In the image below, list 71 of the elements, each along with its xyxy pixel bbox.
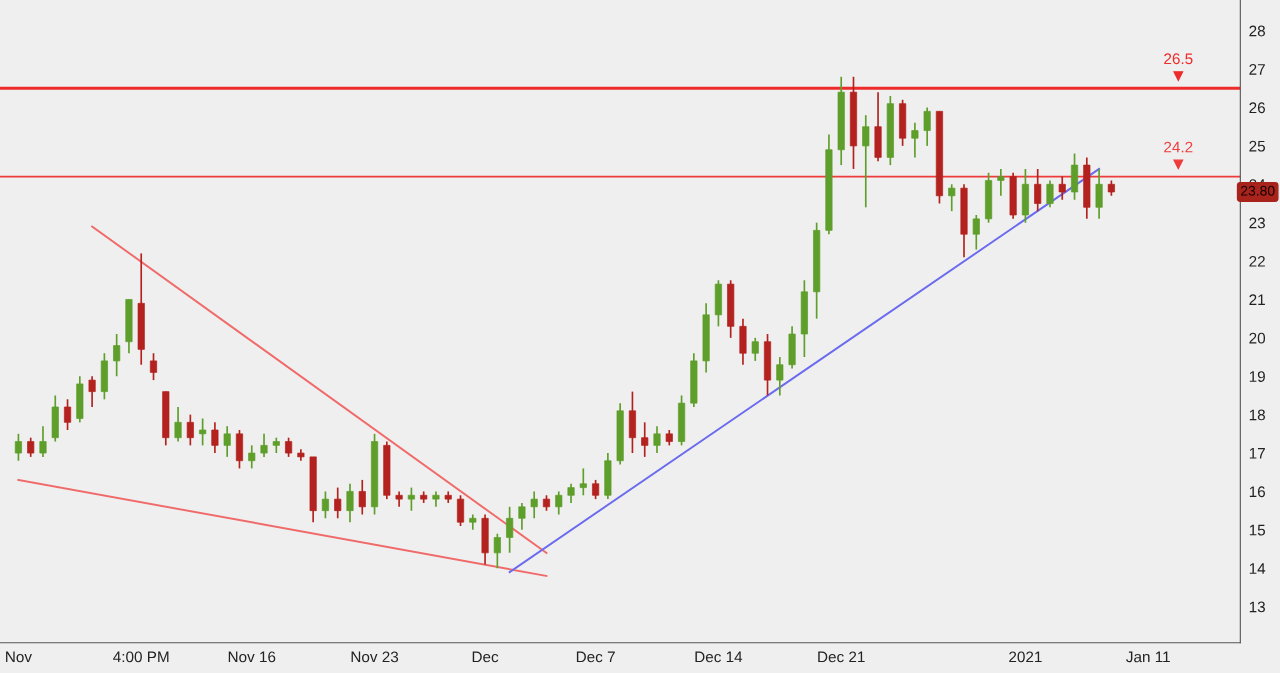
candlestick (64, 398, 72, 431)
candlestick (997, 168, 1005, 197)
candlestick (285, 436, 293, 458)
y-tick-label: 28 (1249, 25, 1265, 37)
y-tick-label: 15 (1249, 524, 1266, 536)
candlestick (592, 479, 600, 500)
y-tick-label: 18 (1249, 409, 1265, 421)
candlestick (972, 214, 980, 251)
ref-line-label: 26.5 (1164, 53, 1193, 65)
candlestick (911, 122, 919, 159)
y-tick-label: 13 (1249, 601, 1265, 613)
candlestick (186, 413, 194, 447)
x-tick-label: Nov (6, 651, 32, 663)
text: 23.80 (1241, 185, 1275, 196)
candlestick (223, 425, 231, 458)
x-tick-label: Dec 21 (818, 651, 865, 663)
candlestick (27, 436, 35, 458)
ref-line-label: 24.2 (1164, 141, 1193, 153)
candlestick (456, 494, 465, 527)
candlestick (346, 482, 354, 523)
candlestick (88, 375, 96, 408)
y-tick-label: 20 (1249, 332, 1266, 344)
y-tick-label: 27 (1249, 63, 1265, 75)
candlestick (862, 114, 870, 209)
x-tick-label: 2021 (1009, 651, 1042, 663)
y-tick-label: 23 (1249, 217, 1265, 229)
candlestick (653, 425, 661, 454)
y-tick-label: 17 (1249, 448, 1265, 459)
candlestick (407, 486, 415, 512)
candlestick (567, 482, 575, 504)
candlestick (923, 106, 931, 147)
candlestick (579, 467, 587, 497)
x-tick-label: Nov 23 (351, 651, 399, 663)
y-tick-label: 22 (1249, 255, 1265, 267)
candlestick (1034, 168, 1042, 213)
candlestick (321, 490, 329, 520)
candlestick (113, 333, 121, 378)
x-tick-label: 4:00 PM (113, 651, 169, 663)
candlestick (518, 502, 526, 531)
candlestick (39, 425, 47, 458)
candlestick (199, 417, 207, 447)
candlestick (1095, 168, 1103, 220)
candlestick (358, 479, 366, 516)
x-tick-label: Dec 14 (695, 651, 743, 663)
candlestick (149, 352, 158, 381)
x-tick-label: Jan 11 (1126, 651, 1170, 663)
x-tick-label: Dec (472, 651, 499, 663)
y-tick-label: 26 (1249, 102, 1265, 114)
candlestick (641, 421, 649, 458)
candlestick (506, 505, 514, 554)
x-tick-label: Dec 7 (576, 651, 615, 663)
candlestick (493, 532, 501, 570)
candlestick (14, 433, 22, 462)
candlestick (1046, 179, 1054, 209)
y-tick-label: 21 (1249, 294, 1265, 306)
candlestick (260, 433, 268, 458)
y-tick-label: 14 (1249, 563, 1266, 574)
candlestick (174, 406, 182, 443)
candlestick (1058, 175, 1066, 201)
x-tick-label: Nov 16 (228, 651, 276, 663)
candlestick (751, 337, 759, 362)
y-tick-label: 25 (1249, 140, 1266, 152)
candlestick (248, 444, 256, 470)
candlestick (334, 486, 342, 520)
y-tick-label: 16 (1249, 486, 1265, 498)
candlestick (555, 490, 563, 516)
candlestick (948, 183, 956, 213)
candlestick (211, 421, 219, 454)
candlestick (776, 356, 784, 397)
y-tick-label: 19 (1249, 371, 1265, 382)
candlestick (530, 490, 538, 520)
